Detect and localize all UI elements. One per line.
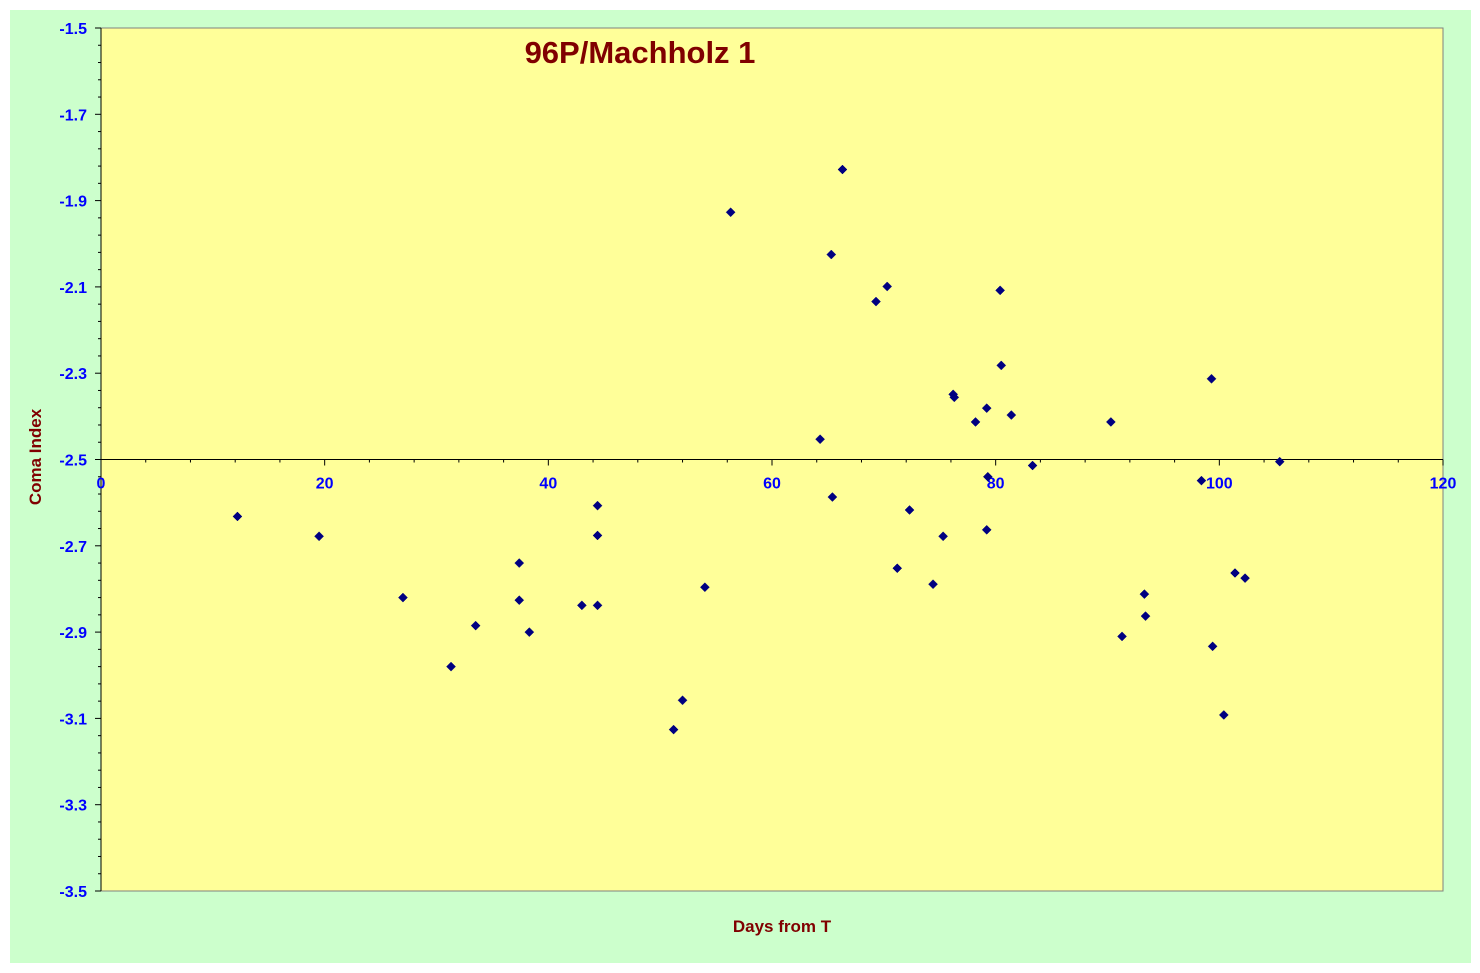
x-axis: 0 20 40 60 80 100 120 [97,459,1457,493]
data-point [677,695,688,706]
data-point [592,530,603,541]
data-point [1240,573,1250,584]
data-point [1027,460,1038,471]
data-point [592,600,603,611]
data-point [446,661,456,672]
data-point [827,492,838,502]
data-point [524,627,535,637]
x-tick-label: 80 [987,476,1005,493]
data-point [1139,589,1150,599]
x-tick-label: 0 [97,476,106,493]
data-point [577,600,587,611]
data-point [398,592,408,603]
data-point [892,563,903,574]
y-tick-label: -3.5 [59,884,87,901]
data-point [1105,417,1116,427]
data-point [725,207,736,218]
scatter-chart: -1.5 -1.7 -1.9 -2.1 -2.3 -2.5 -2.7 -2.9 -3.1 -3.3… [26,21,1457,936]
data-point [826,249,837,260]
data-point [1206,373,1217,384]
y-tick-label: -2.5 [59,453,87,470]
data-point [1218,710,1229,720]
y-tick-label: -3.1 [59,711,87,728]
chart-title: 96P/Machholz 1 [525,35,756,70]
data-points [232,164,1285,735]
data-point [1140,611,1151,621]
data-point [232,511,243,522]
y-tick-label: -2.3 [59,366,87,383]
data-point [470,620,481,631]
data-point [882,281,893,292]
data-point [928,579,938,590]
data-point [904,505,915,515]
data-point [1196,475,1207,486]
data-point [970,417,981,427]
data-point [514,558,525,568]
x-tick-label: 40 [539,476,557,493]
data-point [592,500,603,511]
x-axis-title: Days from T [733,917,832,936]
data-point [981,403,992,414]
y-tick-label: -2.1 [59,280,87,297]
data-point [514,595,525,606]
x-tick-label: 100 [1206,476,1233,493]
data-point [314,531,324,542]
data-point [837,164,848,175]
y-tick-label: -3.3 [59,798,87,815]
data-point [996,360,1007,371]
data-point [1117,631,1127,642]
data-point [938,531,948,542]
x-tick-label: 120 [1430,476,1457,493]
y-tick-label: -1.5 [59,21,87,38]
y-axis: -1.5 -1.7 -1.9 -2.1 -2.3 -2.5 -2.7 -2.9 -3.1 -3.3… [59,21,102,901]
data-point [700,582,710,593]
data-point [1006,410,1017,420]
x-tick-label: 60 [763,476,781,493]
y-tick-label: -2.7 [59,539,87,556]
x-tick-label: 20 [316,476,334,493]
data-point [871,296,881,307]
data-point [668,724,679,735]
data-point [815,434,825,445]
data-point [995,285,1005,296]
data-point [1207,641,1218,652]
y-tick-label: -1.7 [59,107,87,124]
data-point [949,392,960,403]
y-tick-label: -1.9 [59,194,87,211]
data-point [982,471,993,482]
data-point [1230,568,1240,578]
y-axis-title: Coma Index [26,408,45,505]
y-tick-label: -2.9 [59,625,87,642]
data-point [1274,456,1285,467]
data-point [981,524,992,535]
chart-area: -1.5 -1.7 -1.9 -2.1 -2.3 -2.5 -2.7 -2.9 -3.1 -3.3… [10,10,1471,963]
